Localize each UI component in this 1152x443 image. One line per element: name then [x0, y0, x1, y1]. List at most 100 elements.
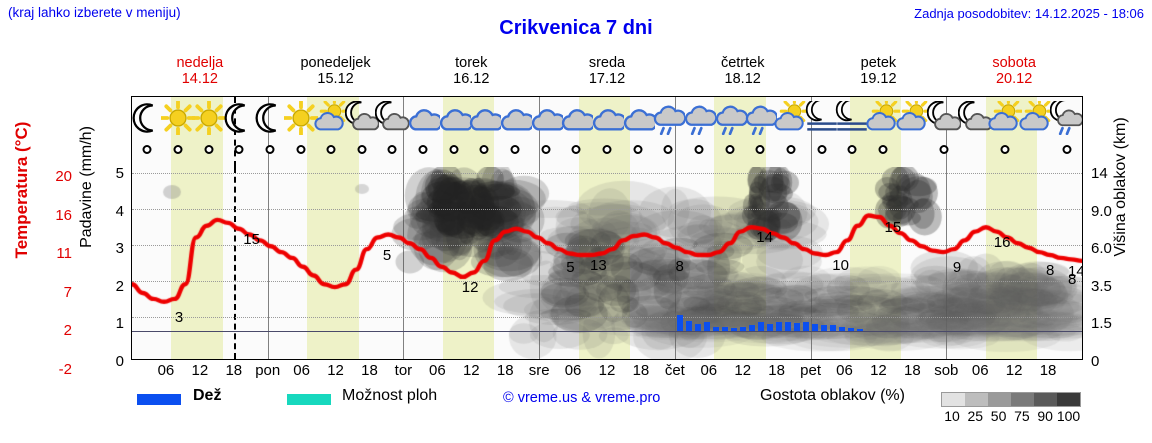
day-name: sobota [946, 55, 1082, 71]
day-name: ponedeljek [268, 55, 404, 71]
moon-phase-dot [725, 145, 734, 154]
temperature-label-1: 15 [243, 231, 260, 248]
x-tick-5: 12 [327, 362, 344, 379]
precipitation-tick-5: 0 [102, 353, 124, 370]
rain-legend-label: Dež [193, 387, 221, 405]
weather-forecast-chart: (kraj lahko izberete v meniju) Crikvenic… [0, 0, 1152, 443]
weather-icon-cloud-rain [682, 101, 716, 135]
moon-phase-dot [848, 145, 857, 154]
precipitation-axis-title: Padavine (mm/h) [78, 97, 96, 277]
temperature-label-11: 16 [994, 234, 1011, 251]
weather-icon-moon-cloud [927, 101, 961, 135]
temperature-tick-3: 7 [38, 284, 72, 301]
moon-phase-dot [204, 145, 213, 154]
temperature-label-4: 5 [566, 259, 574, 276]
temperature-tick-0: 20 [38, 168, 72, 185]
moon-phase-dot [511, 145, 520, 154]
moon-phase-dot [449, 145, 458, 154]
moon-phase-dot [1062, 145, 1071, 154]
precipitation-tick-1: 4 [102, 203, 124, 220]
rain-bar-20 [857, 329, 863, 331]
weather-icon-cloud [437, 101, 471, 135]
weather-icon-sun-cloud [774, 101, 808, 135]
left-axis-group: Temperatura (°C) 20 16 11 7 2 -2 Padavine (mm… [0, 0, 131, 443]
weather-icon-cloud [559, 101, 593, 135]
rain-bar-17 [830, 325, 836, 331]
x-tick-8: 06 [429, 362, 446, 379]
x-tick-2: 18 [225, 362, 242, 379]
day-name: sreda [539, 55, 675, 71]
x-tick-23: sob [934, 362, 958, 379]
x-tick-3: pon [255, 362, 280, 379]
temperature-label-6: 8 [676, 258, 684, 275]
temperature-label-8: 10 [832, 257, 849, 274]
day-header-5: petek 19.12 [811, 55, 947, 87]
moon-phase-dot [235, 145, 244, 154]
temperature-label-5: 13 [590, 257, 607, 274]
rain-bar-18 [839, 327, 845, 331]
moon-phase-dot [265, 145, 274, 154]
rain-bar-0 [677, 315, 683, 331]
cloud-density-legend-label: Gostota oblakov (%) [760, 387, 905, 405]
x-tick-16: 06 [700, 362, 717, 379]
moon-phase-dot [419, 145, 428, 154]
rain-bar-1 [686, 321, 692, 331]
cloudheight-tick-5: 0 [1091, 353, 1127, 370]
weather-icon-moon-fog [805, 101, 839, 135]
temperature-tick-2: 11 [38, 245, 72, 262]
day-date: 17.12 [539, 71, 675, 87]
cloudheight-tick-1: 9.0 [1091, 203, 1127, 220]
weather-icon-cloud-rain [743, 101, 777, 135]
weather-icon-cloud [621, 101, 655, 135]
cloudheight-tick-0: 14 [1091, 165, 1127, 182]
x-tick-1: 12 [192, 362, 209, 379]
moon-phase-dot [541, 145, 550, 154]
rain-bar-13 [794, 323, 800, 331]
moon-phase-dot [817, 145, 826, 154]
weather-icon-moon [253, 101, 287, 135]
x-tick-6: 18 [361, 362, 378, 379]
rain-bar-12 [785, 322, 791, 331]
weather-icon-sun-cloud [866, 101, 900, 135]
cloud-density-tick-0: 10 [944, 408, 960, 424]
x-tick-22: 18 [904, 362, 921, 379]
x-tick-12: 06 [565, 362, 582, 379]
rain-bar-3 [704, 322, 710, 331]
x-tick-11: sre [529, 362, 550, 379]
weather-icon-band [132, 97, 1082, 167]
moon-phase-dot [327, 145, 336, 154]
day-header-0: nedelja 14.12 [132, 55, 268, 87]
x-tick-21: 12 [870, 362, 887, 379]
rain-bar-16 [821, 325, 827, 331]
rain-bar-10 [767, 324, 773, 331]
temperature-label-10: 9 [953, 259, 961, 276]
day-name: četrtek [675, 55, 811, 71]
moon-phase-dot [603, 145, 612, 154]
x-tick-26: 18 [1040, 362, 1057, 379]
weather-icon-sun-cloud [314, 101, 348, 135]
cloud-density-tick-5: 100 [1057, 408, 1080, 424]
weather-icon-sun [192, 101, 226, 135]
weather-icon-cloud [529, 101, 563, 135]
day-date: 20.12 [946, 71, 1082, 87]
rain-bar-5 [722, 327, 728, 331]
day-header-3: sreda 17.12 [539, 55, 675, 87]
x-tick-14: 18 [633, 362, 650, 379]
moon-phase-dot [694, 145, 703, 154]
rain-bar-11 [776, 322, 782, 331]
moon-phase-dot [143, 145, 152, 154]
moon-phase-dot [1001, 145, 1010, 154]
rain-bar-6 [731, 328, 737, 331]
rain-bar-2 [695, 324, 701, 331]
precipitation-tick-4: 1 [102, 315, 124, 332]
x-tick-20: 06 [836, 362, 853, 379]
weather-icon-sun [284, 101, 318, 135]
weather-icon-sun [161, 101, 195, 135]
rain-bar-9 [758, 322, 764, 331]
day-header-1: ponedeljek 15.12 [268, 55, 404, 87]
cloud-density-tick-2: 50 [991, 408, 1007, 424]
x-tick-7: tor [395, 362, 413, 379]
moon-phase-dot [173, 145, 182, 154]
day-header-6: sobota 20.12 [946, 55, 1082, 87]
copyright-link[interactable]: © vreme.us & vreme.pro [503, 390, 660, 406]
